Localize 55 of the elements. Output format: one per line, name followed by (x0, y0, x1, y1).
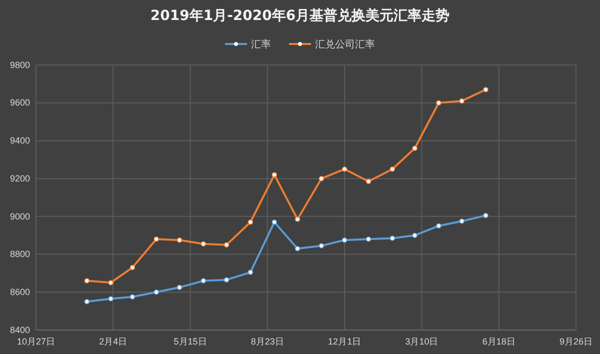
chart-title: 2019年1月-2020年6月基普兑换美元汇率走势 (150, 7, 450, 24)
y-tick-label: 9800 (10, 60, 30, 70)
y-tick-label: 9200 (10, 173, 30, 184)
point (366, 178, 372, 184)
y-tick-label: 9000 (10, 211, 30, 222)
x-tick-label: 9月26日 (559, 336, 593, 346)
point (342, 237, 348, 243)
x-tick-label: 8月23日 (250, 336, 284, 346)
point (436, 223, 442, 229)
point (390, 166, 396, 172)
point (84, 298, 90, 304)
x-tick-label: 3月10日 (405, 336, 438, 346)
point (176, 237, 182, 243)
y-tick-label: 8800 (10, 249, 30, 260)
point (342, 166, 348, 172)
y-tick-label: 9400 (10, 136, 30, 146)
point (390, 236, 396, 241)
x-tick-label: 10月27日 (16, 336, 56, 346)
point (459, 218, 464, 224)
y-tick-label: 8400 (10, 324, 30, 335)
point (224, 277, 230, 282)
point (108, 280, 114, 286)
legend-label: 汇兑公司汇率 (315, 38, 375, 50)
x-tick-label: 6月18日 (482, 336, 516, 346)
point (200, 278, 206, 284)
legend-label: 汇率 (251, 38, 271, 50)
point (412, 146, 418, 151)
point (154, 289, 159, 295)
x-tick-label: 5月15日 (174, 336, 207, 346)
point (130, 264, 136, 270)
point (483, 86, 488, 92)
point (436, 100, 442, 106)
point (318, 243, 324, 248)
point (154, 236, 159, 242)
point (272, 172, 278, 178)
point (224, 242, 230, 248)
point (318, 176, 324, 182)
point (272, 219, 278, 225)
point (84, 278, 90, 284)
point (366, 236, 372, 242)
point (176, 284, 182, 290)
point (248, 270, 254, 275)
x-tick-label: 2月4日 (99, 336, 128, 346)
point (483, 212, 488, 218)
y-tick-label: 8600 (10, 287, 30, 298)
y-tick-label: 9600 (10, 98, 30, 108)
point (412, 232, 418, 238)
point (248, 219, 254, 225)
point (130, 294, 136, 300)
point (294, 216, 300, 222)
point (459, 98, 464, 104)
x-tick-label: 12月1日 (328, 336, 362, 346)
point (294, 246, 300, 252)
point (108, 296, 114, 302)
point (200, 241, 206, 247)
